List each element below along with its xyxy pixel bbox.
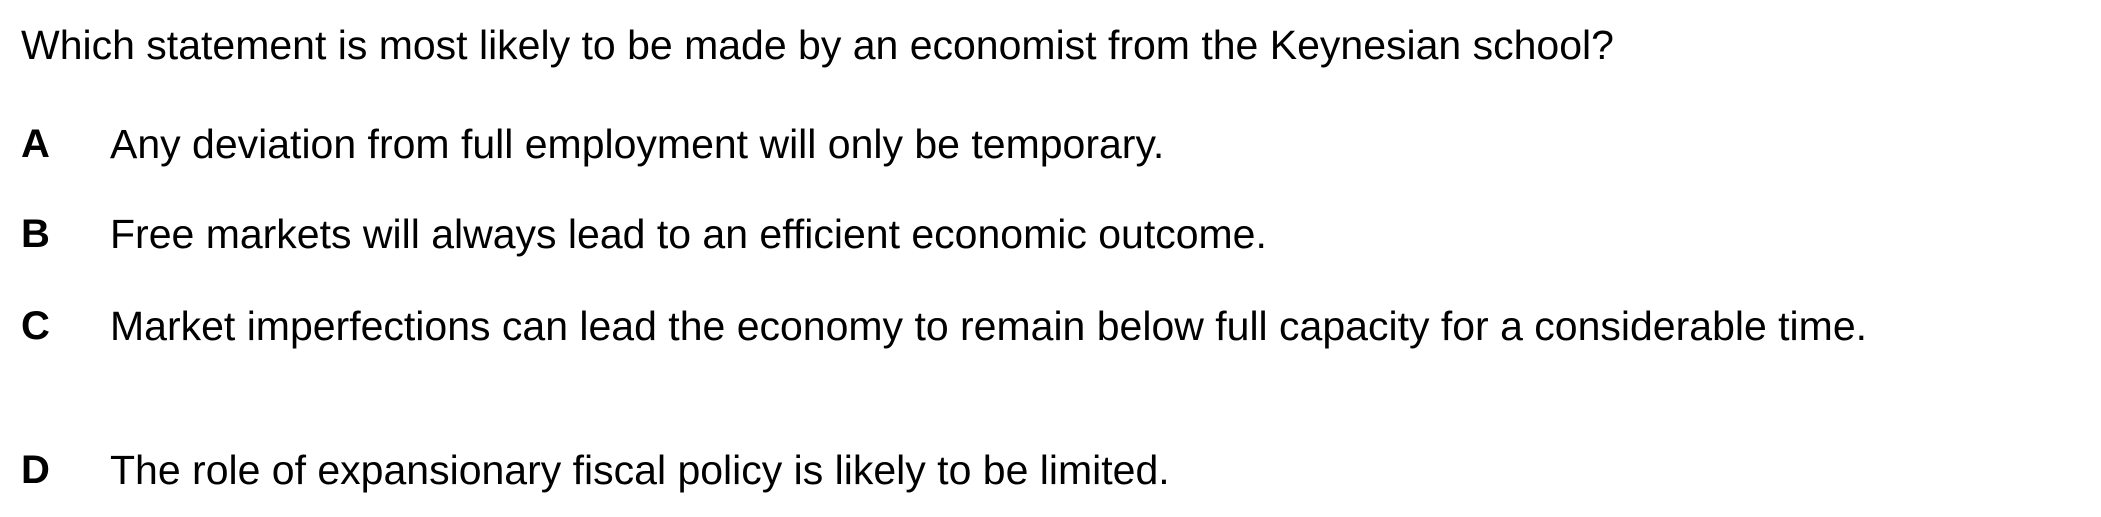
option-text: Any deviation from full employment will … — [110, 121, 1165, 167]
question-text: Which statement is most likely to be mad… — [21, 22, 1614, 68]
option-text: Market imperfections can lead the econom… — [110, 303, 1868, 349]
option-text: Free markets will always lead to an effi… — [110, 211, 1267, 257]
option-letter: A — [21, 122, 50, 166]
option-letter: D — [21, 448, 50, 492]
option-letter: B — [21, 212, 50, 256]
option-text: The role of expansionary fiscal policy i… — [110, 447, 1170, 493]
option-letter: C — [21, 304, 50, 348]
